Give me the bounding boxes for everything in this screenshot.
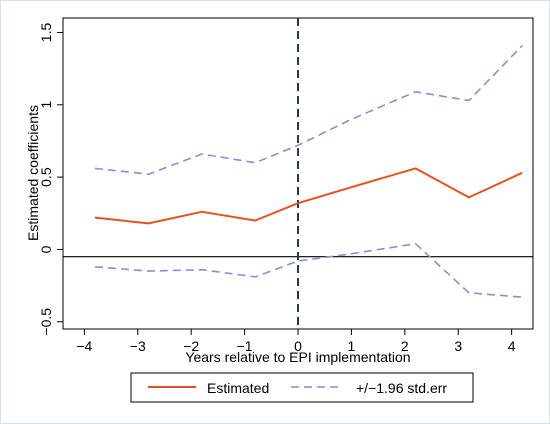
legend-label-std-err: +/−1.96 std.err <box>356 380 447 396</box>
x-axis-ticks: −4 −3 −2 −1 0 1 2 3 4 <box>76 329 516 354</box>
series-group <box>94 44 523 298</box>
legend-label-estimated: Estimated <box>207 380 269 396</box>
x-tick-label: 1 <box>348 338 356 354</box>
x-axis-label: Years relative to EPI implementation <box>185 349 410 365</box>
lower-ci-line <box>94 242 523 298</box>
y-axis-label: Estimated coefficients <box>25 105 41 241</box>
y-tick-label: 0 <box>38 245 54 253</box>
y-tick-label: −0.5 <box>38 308 54 336</box>
upper-ci-line <box>94 44 523 175</box>
y-axis-ticks: −0.5 0 0.5 1 1.5 <box>38 23 63 336</box>
x-tick-label: 0 <box>294 338 302 354</box>
x-tick-label: −2 <box>183 338 199 354</box>
estimated-line <box>94 167 523 225</box>
reference-lines <box>63 18 533 329</box>
x-tick-label: 3 <box>454 338 462 354</box>
x-tick-label: −1 <box>237 338 253 354</box>
x-tick-label: 4 <box>508 338 516 354</box>
x-tick-label: −4 <box>76 338 92 354</box>
legend: Estimated +/−1.96 std.err <box>130 372 474 403</box>
x-tick-label: −3 <box>130 338 146 354</box>
y-tick-label: 0.5 <box>38 167 54 187</box>
y-tick-label: 1.5 <box>38 23 54 43</box>
x-tick-label: 2 <box>401 338 409 354</box>
y-tick-label: 1 <box>38 101 54 109</box>
